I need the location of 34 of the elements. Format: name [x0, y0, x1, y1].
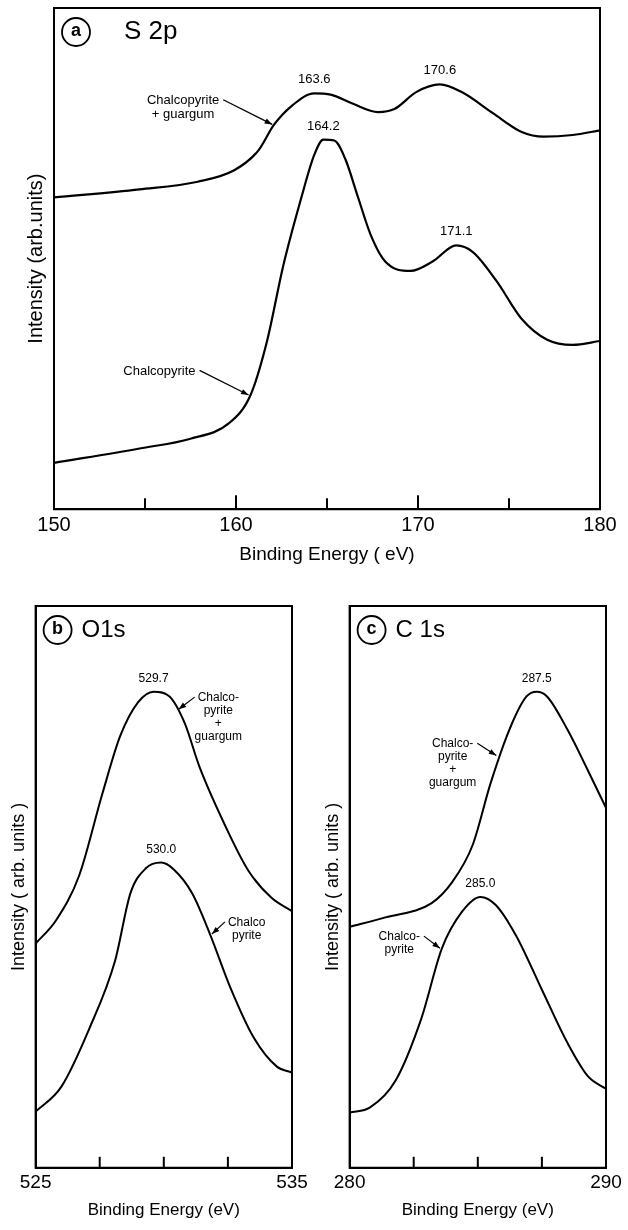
annotation: 287.5: [521, 670, 553, 685]
x-axis-title: Binding Energy ( eV): [239, 542, 415, 564]
x-tick-label: 535: [276, 1171, 308, 1193]
x-tick-label: 180: [583, 512, 617, 535]
x-tick-label: 290: [590, 1171, 622, 1193]
text: b: [52, 617, 64, 638]
x-tick-label: 150: [37, 512, 71, 535]
text: c: [366, 617, 377, 638]
chart-title: C 1s: [395, 614, 445, 642]
y-axis-title: Intensity ( arb. units ): [321, 802, 342, 971]
annotation: 171.1: [439, 223, 473, 239]
x-axis-title: Binding Energy (eV): [401, 1200, 554, 1220]
chart-title: O1s: [81, 614, 126, 642]
chart-title: S 2p: [124, 15, 178, 46]
x-tick-label: 525: [19, 1171, 52, 1193]
annotation: 164.2: [307, 117, 340, 133]
y-axis-title: Intensity (arb.units): [23, 173, 46, 344]
annotation: Chalco pyrite: [227, 915, 266, 943]
x-tick-label: 160: [219, 512, 253, 535]
y-axis-title: Intensity ( arb. units ): [7, 802, 28, 971]
x-tick-label: 170: [401, 512, 435, 535]
annotation: Chalco- pyrite + guargum: [194, 690, 242, 744]
x-tick-label: 280: [333, 1171, 366, 1193]
annotation: 530.0: [146, 841, 177, 856]
annotation: 529.7: [138, 670, 169, 685]
annotation: 163.6: [297, 71, 331, 87]
annotation: 285.0: [465, 875, 496, 890]
text: a: [70, 19, 82, 40]
annotation: Chalco- pyrite: [378, 929, 420, 957]
annotation: 170.6: [423, 62, 457, 78]
annotation: Chalco- pyrite + guargum: [428, 736, 477, 790]
annotation: Chalcopyrite: [123, 362, 196, 378]
x-axis-title: Binding Energy (eV): [87, 1200, 240, 1220]
annotation: Chalcopyrite + guargum: [146, 92, 220, 122]
